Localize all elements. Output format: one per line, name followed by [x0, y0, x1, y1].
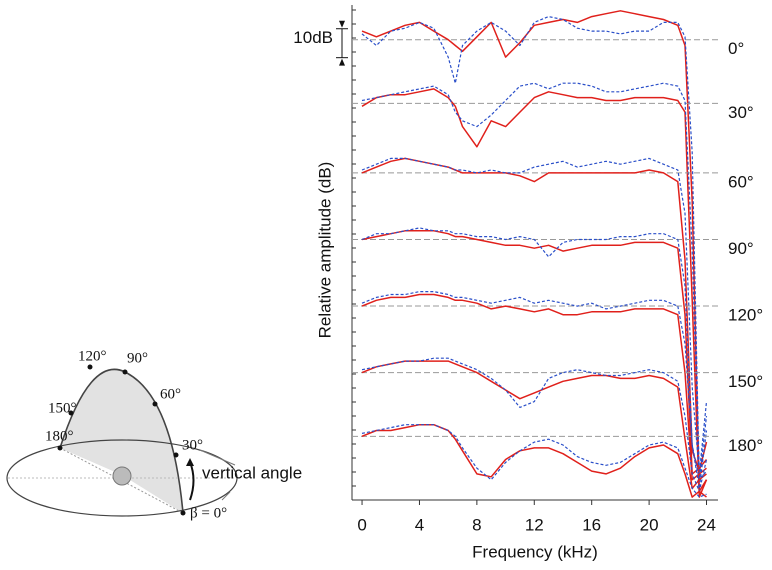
- series-line: [361, 88, 708, 498]
- angle-label: 120°: [78, 348, 107, 364]
- leader: [199, 449, 236, 466]
- angle-label: 180°: [728, 436, 763, 455]
- vertical-angle-label: vertical angle: [202, 463, 302, 482]
- point: [68, 410, 74, 416]
- arrow-head: [186, 458, 194, 466]
- x-tick-label: 12: [525, 515, 544, 534]
- angle-label: 0°: [728, 39, 744, 58]
- series-line: [361, 423, 707, 498]
- series-line: [361, 291, 708, 489]
- x-tick-label: 20: [640, 515, 659, 534]
- plot: Frequency (kHz) Relative amplitude (dB): [315, 162, 597, 562]
- point: [57, 445, 63, 451]
- point: [180, 510, 186, 516]
- point: [152, 401, 158, 407]
- point: [173, 452, 179, 458]
- x-tick-label: 16: [582, 515, 601, 534]
- series-line: [361, 10, 708, 493]
- x-tick-label: 8: [472, 515, 481, 534]
- angle-label: 90°: [127, 350, 148, 366]
- x-tick-label: 0: [357, 515, 366, 534]
- leader: [221, 491, 231, 501]
- elevation-diagram: 120° 90° 60° 150° 180° 30° vertical angl…: [6, 348, 302, 521]
- series-line: [361, 230, 708, 475]
- angle-label: 150°: [48, 400, 77, 416]
- angle-label: 90°: [728, 239, 754, 258]
- point: [122, 369, 128, 375]
- angle-label: 60°: [160, 386, 181, 402]
- angle-label: 180°: [45, 428, 74, 444]
- x-tick-label: 4: [415, 515, 424, 534]
- series-line: [361, 293, 707, 481]
- shaded-plane: [60, 369, 183, 513]
- series-line: [361, 16, 707, 481]
- point: [87, 364, 93, 370]
- angle-label: 30°: [728, 103, 754, 122]
- series-line: [361, 357, 708, 492]
- series-line: [361, 157, 708, 475]
- angle-arrow: [189, 461, 195, 501]
- series-line: [361, 227, 708, 481]
- angle-label: 150°: [728, 372, 763, 391]
- head-icon: [112, 466, 132, 486]
- angle-label: 120°: [728, 306, 763, 325]
- series-line: [361, 82, 707, 481]
- x-axis-label: Frequency (kHz): [472, 542, 598, 561]
- series-line: [361, 424, 707, 498]
- beta-label: β = 0°: [190, 505, 227, 521]
- horizontal-circle: [6, 439, 238, 517]
- angle-label: 60°: [728, 172, 754, 191]
- scale-arrow: [339, 58, 345, 66]
- scale-arrow: [339, 20, 345, 28]
- scale-label: 10dB: [293, 28, 333, 47]
- x-tick-label: 24: [697, 515, 716, 534]
- elevation-points: [57, 364, 186, 516]
- angle-label: 30°: [182, 437, 203, 453]
- y-axis-label: Relative amplitude (dB): [315, 162, 334, 339]
